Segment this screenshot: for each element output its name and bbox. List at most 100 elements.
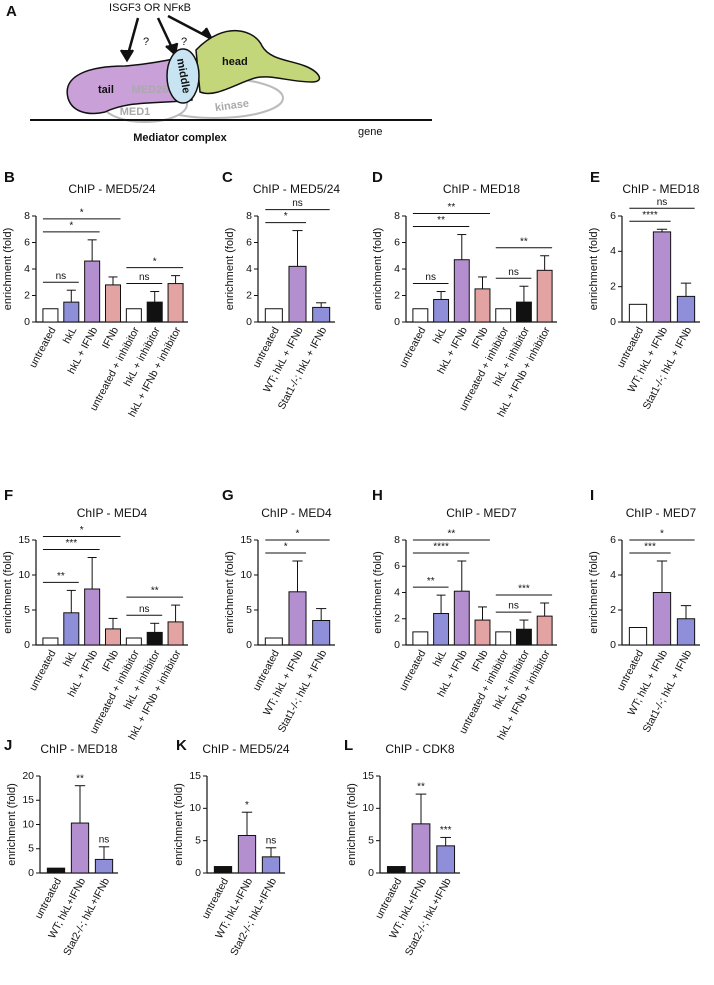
y-tick-label: 0	[368, 867, 374, 879]
significance-label: ***	[65, 538, 77, 549]
bar	[125, 637, 142, 646]
question-mark: ?	[143, 36, 149, 48]
chart-title: ChIP - MED5/24	[253, 182, 340, 196]
chart-title: ChIP - MED18	[622, 182, 699, 196]
significance-label: *	[284, 542, 288, 553]
x-tick-label: hkL	[431, 648, 450, 669]
y-axis-label: enrichment (fold)	[346, 783, 358, 866]
y-tick-label: 0	[28, 867, 34, 879]
bar	[453, 590, 470, 646]
y-tick-label: 6	[394, 560, 400, 572]
y-tick-label: 10	[362, 802, 374, 814]
med1-label: MED1	[120, 106, 151, 118]
tail-label: tail	[98, 84, 114, 96]
bar	[167, 283, 184, 323]
x-tick-label: hkL	[61, 648, 80, 669]
head-label: head	[222, 56, 248, 68]
y-axis-label: enrichment (fold)	[372, 228, 384, 311]
x-tick-label: IFNb	[100, 648, 121, 674]
significance-label: **	[427, 576, 435, 587]
bar	[436, 845, 456, 874]
bar	[146, 301, 163, 323]
chart: H ChIP - MED7 enrichment (fold) 0 2 4 6 8 untrea…	[372, 487, 557, 742]
significance-label: **	[151, 586, 159, 597]
bar	[474, 288, 491, 323]
bar	[94, 858, 114, 874]
panel-letter: A	[6, 3, 17, 20]
y-axis-label: enrichment (fold)	[588, 228, 600, 311]
bar	[412, 308, 429, 323]
y-tick-label: 2	[394, 289, 400, 301]
y-tick-label: 2	[610, 280, 616, 292]
y-tick-label: 0	[394, 639, 400, 651]
y-tick-label: 2	[24, 289, 30, 301]
bar	[104, 284, 122, 323]
y-axis-label: enrichment (fold)	[372, 551, 384, 634]
y-tick-label: 0	[610, 316, 616, 328]
significance-label: *	[80, 525, 84, 536]
y-axis-label: enrichment (fold)	[2, 551, 14, 634]
med26-label: MED26	[132, 84, 169, 96]
bar	[652, 231, 672, 323]
significance-label: ****	[642, 210, 658, 221]
significance-label: *	[245, 800, 249, 811]
significance-label: **	[437, 215, 445, 226]
bar	[312, 620, 331, 646]
y-tick-label: 0	[24, 639, 30, 651]
bar	[676, 295, 696, 323]
significance-label: ***	[644, 542, 656, 553]
y-tick-label: 10	[18, 569, 30, 581]
bar	[495, 631, 512, 646]
y-tick-label: 5	[195, 834, 201, 846]
middle-shape	[166, 48, 200, 104]
y-tick-label: 10	[240, 569, 252, 581]
y-tick-label: 20	[22, 770, 34, 782]
bar	[536, 615, 553, 646]
significance-label: *	[69, 220, 73, 231]
gene-label: gene	[358, 126, 382, 138]
y-tick-label: 4	[610, 245, 616, 257]
y-tick-label: 5	[368, 834, 374, 846]
significance-label: *	[284, 211, 288, 222]
y-axis-label: enrichment (fold)	[173, 783, 185, 866]
arrows	[119, 14, 214, 63]
significance-label: **	[448, 202, 456, 213]
kinase-label: kinase	[214, 98, 250, 115]
bar	[515, 628, 532, 646]
chart-title: ChIP - MED18	[40, 742, 117, 756]
y-tick-label: 0	[24, 316, 30, 328]
chart-title: ChIP - MED7	[446, 506, 517, 520]
y-tick-label: 15	[22, 794, 34, 806]
x-tick-label: untreated	[27, 325, 59, 370]
chart: F ChIP - MED4 enrichment (fold) 0 5 10 15 untre…	[2, 487, 188, 742]
significance-label: *	[296, 529, 300, 540]
y-tick-label: 15	[362, 770, 374, 782]
panel-letter: K	[176, 737, 187, 754]
bar	[70, 822, 90, 874]
x-tick-label: untreated	[27, 648, 59, 693]
x-tick-label: IFNb	[100, 325, 121, 351]
bar	[63, 301, 80, 323]
y-tick-label: 4	[394, 263, 400, 275]
chart-title: ChIP - MED7	[626, 506, 697, 520]
y-axis-label: enrichment (fold)	[6, 783, 18, 866]
significance-label: **	[57, 571, 65, 582]
y-tick-label: 5	[24, 604, 30, 616]
question-mark: ?	[181, 36, 187, 48]
y-tick-label: 10	[189, 802, 201, 814]
bar	[46, 867, 66, 874]
x-tick-label: IFNb	[469, 325, 490, 351]
y-tick-label: 2	[394, 613, 400, 625]
chart-title: ChIP - MED4	[261, 506, 332, 520]
bar	[433, 613, 450, 646]
x-tick-label: hkL	[61, 325, 80, 346]
y-tick-label: 2	[610, 604, 616, 616]
y-tick-label: 4	[610, 569, 616, 581]
y-axis-label: enrichment (fold)	[224, 228, 236, 311]
significance-label: ns	[139, 604, 150, 615]
significance-label: **	[448, 529, 456, 540]
